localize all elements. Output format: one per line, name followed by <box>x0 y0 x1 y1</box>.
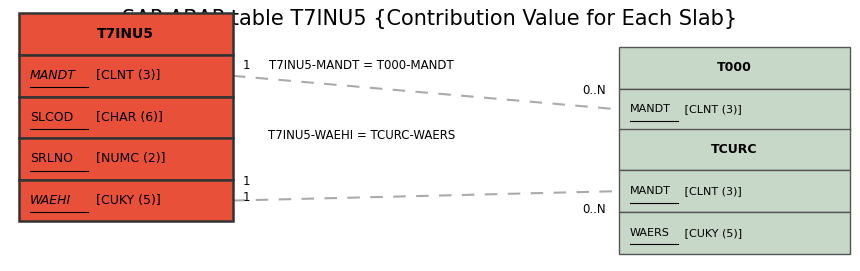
Bar <box>618 89 850 130</box>
Bar <box>19 55 233 96</box>
Text: T7INU5-WAEHI = TCURC-WAERS: T7INU5-WAEHI = TCURC-WAERS <box>267 129 455 142</box>
Bar <box>19 180 233 221</box>
Text: SAP ABAP table T7INU5 {Contribution Value for Each Slab}: SAP ABAP table T7INU5 {Contribution Valu… <box>122 9 738 30</box>
Text: T000: T000 <box>717 61 752 74</box>
Bar <box>618 129 850 170</box>
Text: [CUKY (5)]: [CUKY (5)] <box>681 228 742 238</box>
Text: T7INU5: T7INU5 <box>97 27 154 41</box>
Text: T7INU5-MANDT = T000-MANDT: T7INU5-MANDT = T000-MANDT <box>269 59 454 72</box>
Text: MANDT: MANDT <box>630 104 671 114</box>
Bar <box>618 212 850 253</box>
Text: SLCOD: SLCOD <box>30 111 73 124</box>
Text: [CLNT (3)]: [CLNT (3)] <box>681 104 742 114</box>
Text: [CUKY (5)]: [CUKY (5)] <box>92 194 161 207</box>
Text: WAERS: WAERS <box>630 228 670 238</box>
Text: 1: 1 <box>243 191 250 204</box>
Text: 1: 1 <box>243 175 250 188</box>
Bar <box>19 14 233 55</box>
Text: [CLNT (3)]: [CLNT (3)] <box>92 69 160 82</box>
Text: MANDT: MANDT <box>630 186 671 196</box>
Text: [NUMC (2)]: [NUMC (2)] <box>92 153 165 166</box>
Text: WAEHI: WAEHI <box>30 194 71 207</box>
Bar <box>19 138 233 180</box>
Text: 1: 1 <box>243 59 250 72</box>
Text: SRLNO: SRLNO <box>30 153 73 166</box>
Text: 0..N: 0..N <box>582 84 605 97</box>
Text: 0..N: 0..N <box>582 204 605 217</box>
Text: [CHAR (6)]: [CHAR (6)] <box>92 111 163 124</box>
Text: TCURC: TCURC <box>711 143 758 156</box>
Bar <box>618 47 850 89</box>
Text: [CLNT (3)]: [CLNT (3)] <box>681 186 742 196</box>
Bar <box>19 96 233 138</box>
Bar <box>618 170 850 212</box>
Text: MANDT: MANDT <box>30 69 76 82</box>
